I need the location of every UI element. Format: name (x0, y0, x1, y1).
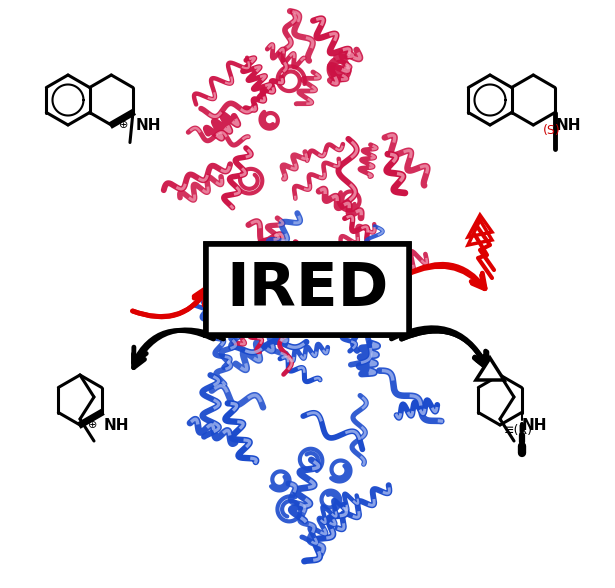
Text: NH: NH (135, 118, 161, 132)
FancyArrowPatch shape (133, 292, 206, 316)
Polygon shape (476, 358, 504, 380)
FancyArrowPatch shape (133, 330, 213, 363)
FancyArrowPatch shape (392, 328, 486, 365)
FancyArrowPatch shape (402, 331, 487, 368)
Text: (S): (S) (543, 124, 561, 137)
Text: ⊕: ⊕ (88, 420, 97, 430)
FancyArrowPatch shape (402, 331, 487, 368)
Text: NH: NH (104, 417, 130, 433)
FancyArrowPatch shape (407, 264, 485, 288)
Text: IRED: IRED (226, 260, 389, 319)
Bar (206, 244, 409, 335)
FancyArrowPatch shape (133, 330, 223, 368)
Bar (206, 244, 409, 335)
Text: ⊕: ⊕ (119, 120, 129, 130)
Text: NH: NH (522, 417, 547, 433)
FancyArrowPatch shape (133, 288, 207, 317)
Text: NH: NH (555, 118, 581, 132)
Text: ≡(R): ≡(R) (504, 424, 533, 437)
Text: IRED: IRED (226, 260, 389, 319)
FancyArrowPatch shape (407, 266, 485, 289)
